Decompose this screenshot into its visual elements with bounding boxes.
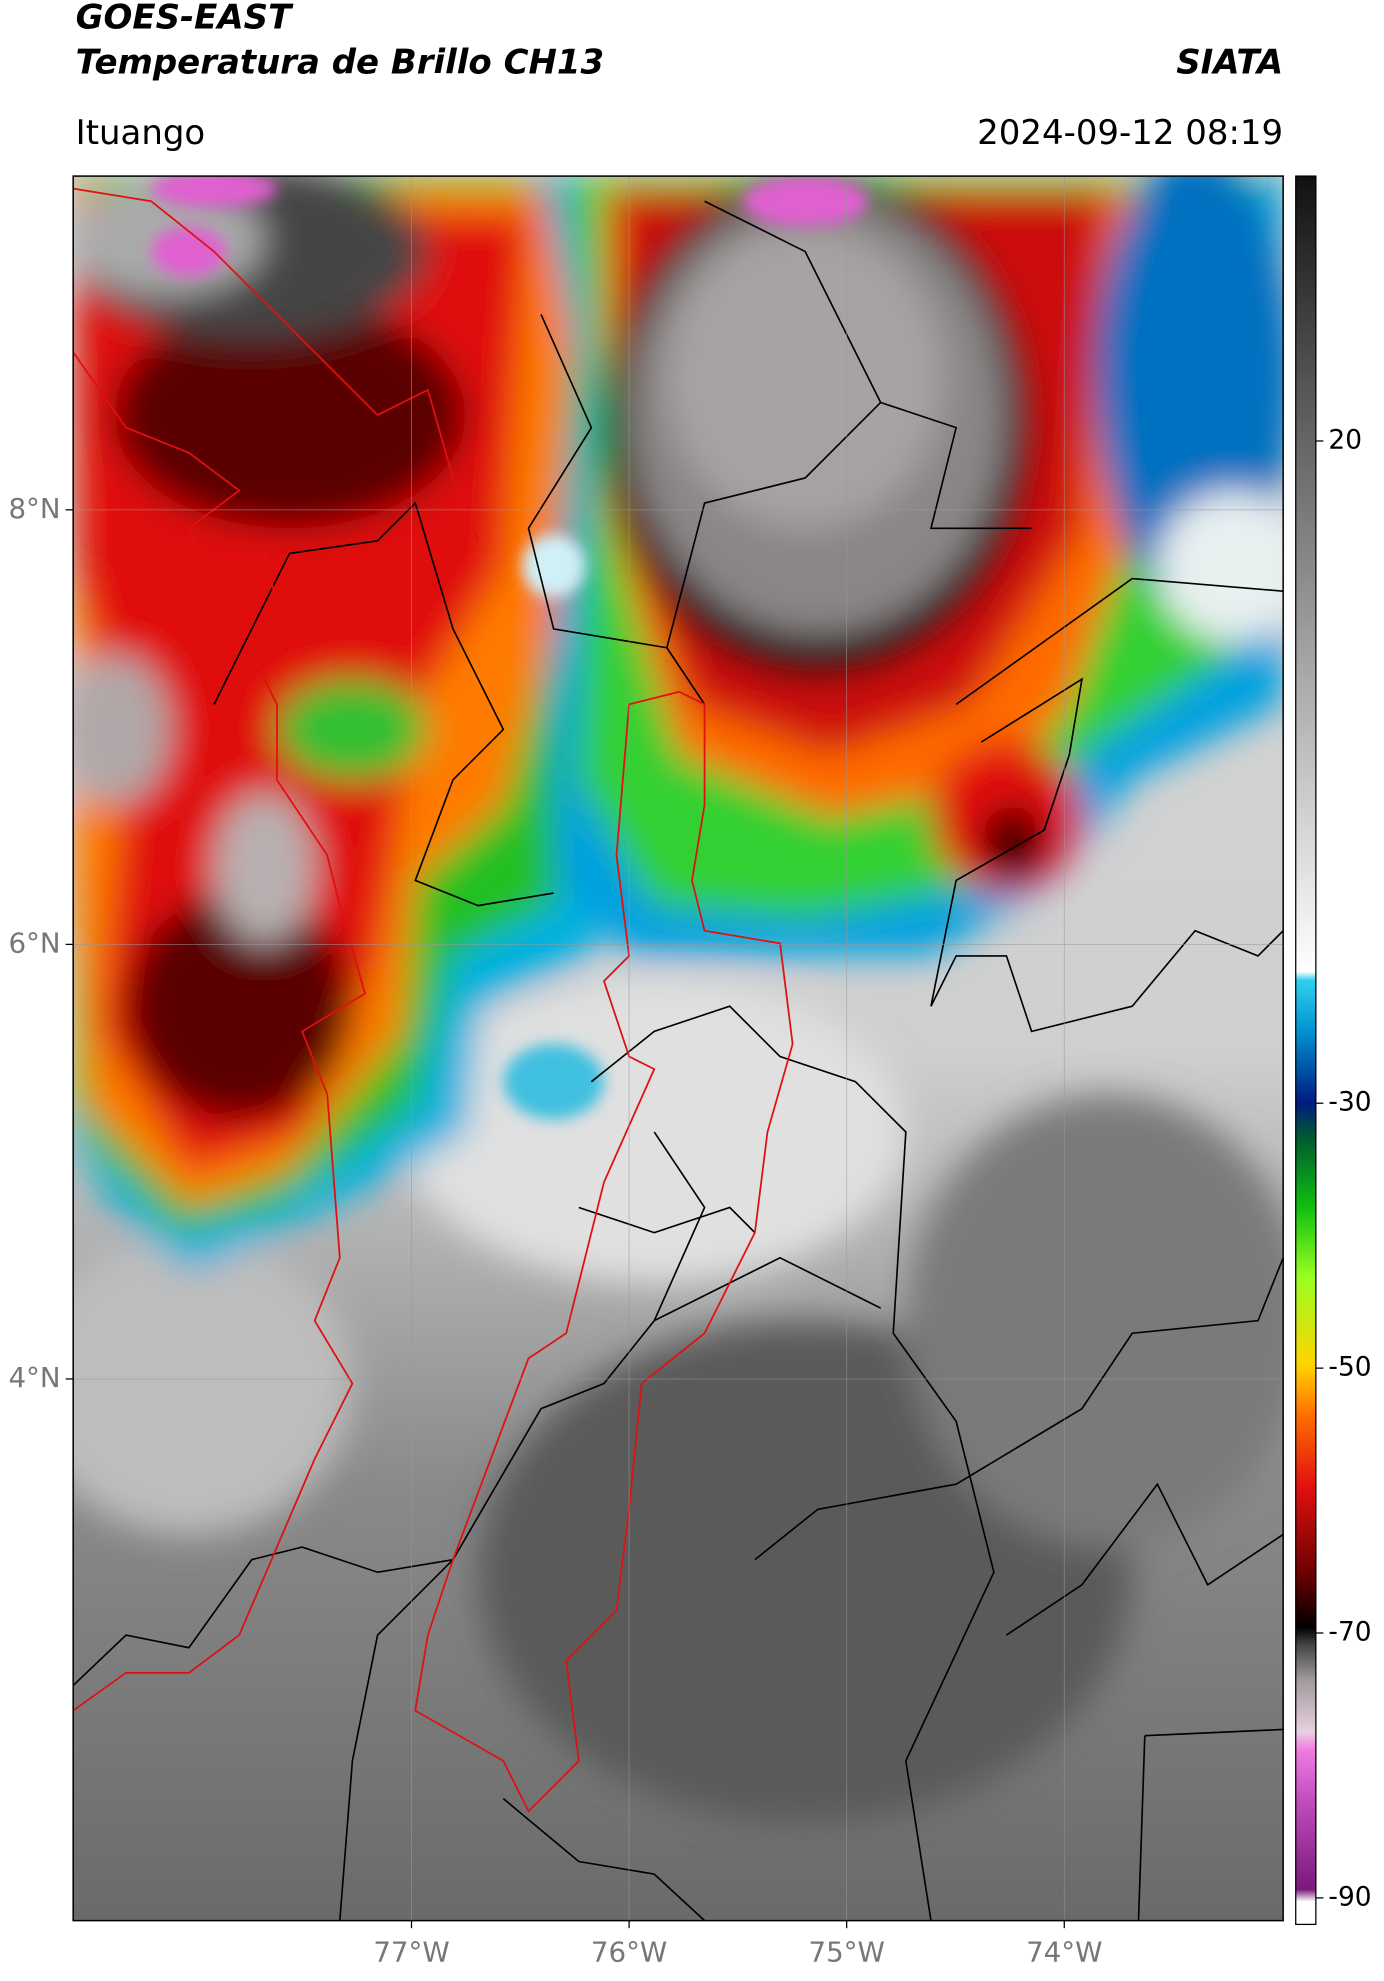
colorbar bbox=[1295, 175, 1317, 1926]
map-frame bbox=[72, 175, 1284, 1922]
satellite-image bbox=[73, 176, 1284, 1921]
organization: SIATA bbox=[1176, 43, 1283, 83]
graticule bbox=[73, 176, 1284, 1921]
satellite-title: GOES-EAST bbox=[76, 0, 294, 37]
x-tick-label: 75°W bbox=[808, 1935, 884, 1968]
colorbar-tick-label: -70 bbox=[1328, 1617, 1371, 1648]
product-title: Temperatura de Brillo CH13 bbox=[76, 43, 604, 83]
timestamp: 2024-09-12 08:19 bbox=[977, 113, 1283, 153]
colorbar-tick-label: -50 bbox=[1328, 1352, 1371, 1383]
y-tick-label: 8°N bbox=[8, 492, 60, 525]
y-tick-label: 6°N bbox=[8, 926, 60, 959]
location: Ituango bbox=[76, 113, 206, 153]
x-tick-label: 74°W bbox=[1026, 1935, 1102, 1968]
x-tick-label: 77°W bbox=[373, 1935, 449, 1968]
colorbar-tick-label: 20 bbox=[1328, 424, 1362, 455]
colorbar-tick-label: -30 bbox=[1328, 1087, 1371, 1118]
y-tick-label: 4°N bbox=[8, 1361, 60, 1394]
colorbar-tick-label: -90 bbox=[1328, 1881, 1371, 1912]
x-tick-label: 76°W bbox=[591, 1935, 667, 1968]
